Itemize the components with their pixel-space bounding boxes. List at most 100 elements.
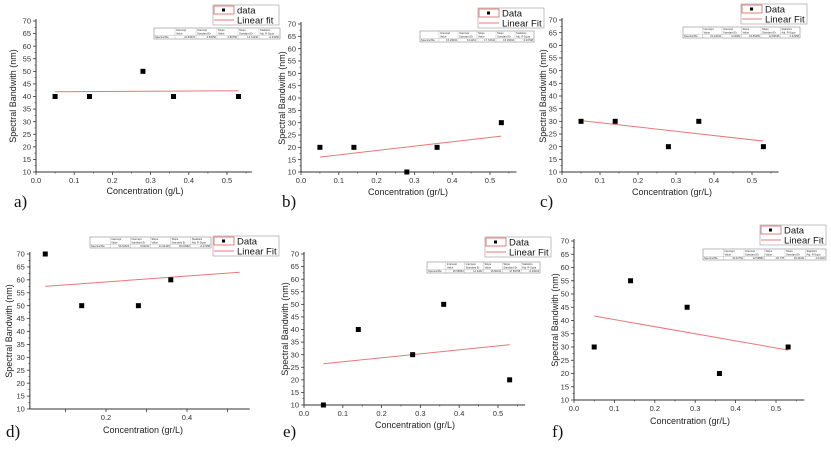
legend-fit-label: Linear Fit	[502, 19, 542, 30]
data-point	[351, 144, 357, 150]
y-tick-label: 10	[549, 168, 557, 177]
data-point	[168, 277, 174, 283]
data-point	[320, 402, 326, 408]
x-tick-label: 0.3	[415, 409, 425, 418]
panel-d: 10 15 20 25 30 35 40 45 50 55 60 65 70 0.2 0.4 Concentr…	[4, 235, 280, 441]
table-header-cell: Intercept	[745, 249, 755, 253]
table-header-cell: Slope	[485, 262, 492, 266]
data-point	[684, 304, 690, 310]
table-cell: -0.27258	[200, 244, 211, 248]
fit-statistics-table: Intercept Intercept Slope Slope Statistics Va…	[89, 236, 212, 249]
data-point	[434, 144, 440, 150]
table-header-cell: Standard Er	[762, 30, 776, 34]
table-cell: 56.91623	[119, 244, 130, 248]
legend-data-label: Data	[502, 9, 523, 20]
x-tick-label: 0.2	[101, 413, 111, 422]
table-header-cell: Standard Er	[723, 30, 737, 34]
table-header-cell: Slope	[478, 31, 485, 35]
data-point	[760, 144, 766, 150]
table-header-cell: Intercept	[704, 27, 714, 31]
y-tick-label: 40	[291, 325, 299, 334]
x-tick-label: 0.0	[296, 176, 306, 185]
legend-data-swatch	[478, 8, 500, 18]
table-header-cell: Intercept	[197, 28, 207, 32]
y-tick-label: 25	[549, 130, 557, 139]
table-header-cell: Slope	[743, 27, 750, 31]
y-tick-label: 10	[288, 168, 296, 177]
y-tick-label: 70	[561, 237, 569, 246]
legend-data-marker	[487, 11, 490, 15]
fit-statistics-table: Intercept Intercept Slope Slope Statistics Va…	[682, 26, 801, 39]
y-tick-label: 65	[561, 250, 569, 259]
table-cell: 6.11161	[467, 38, 477, 42]
data-point	[86, 94, 92, 99]
y-tick-label: 30	[17, 353, 25, 362]
panel-label: a)	[14, 192, 27, 211]
table-cell: 47.89798	[509, 269, 520, 273]
table-header-cell: Standard Er	[131, 240, 145, 244]
table-header-cell: Standard Er	[239, 31, 253, 35]
y-tick-label: 50	[17, 301, 25, 310]
y-tick-label: 10	[291, 401, 299, 410]
table-cell: 17.72044	[484, 38, 495, 42]
x-tick-label: 0.3	[690, 404, 700, 413]
y-tick-label: 30	[288, 118, 296, 127]
data-point	[591, 344, 597, 350]
data-point	[52, 94, 58, 99]
table-cell: 15.16604	[446, 38, 457, 42]
table-header-cell: Adj. R-Squa	[516, 34, 531, 38]
x-tick-label: 0.1	[595, 176, 605, 185]
y-tick-label: 50	[561, 290, 569, 299]
y-tick-label: 50	[23, 67, 31, 76]
x-axis-label: Concentration (gr/L)	[650, 416, 730, 426]
table-header-cell: Standard Er	[786, 252, 800, 256]
y-tick-label: 40	[549, 92, 557, 101]
table-cell: 39.29411	[794, 256, 805, 260]
table-header-cell: Intercept	[176, 28, 186, 32]
table-header-cell: Slope	[766, 249, 773, 253]
panel-label: e)	[283, 422, 296, 441]
x-tick-label: 0.3	[409, 176, 419, 185]
y-tick-label: 65	[288, 32, 296, 41]
data-point	[785, 344, 791, 350]
table-header-cell: Statistics	[516, 31, 527, 35]
y-tick-label: 30	[549, 117, 557, 126]
legend-data-swatch	[485, 237, 507, 247]
y-tick-label: 30	[561, 343, 569, 352]
data-point	[441, 301, 447, 307]
table-header-cell: Value	[743, 30, 750, 34]
table-cell: 43.02752	[732, 256, 743, 260]
table-header-cell: Value	[766, 252, 773, 256]
x-tick-label: 0.5	[493, 409, 503, 418]
y-tick-label: 45	[17, 314, 25, 323]
data-point	[716, 371, 722, 376]
x-tick-label: 0.0	[31, 176, 41, 185]
x-tick-label: 0.1	[609, 404, 619, 413]
panel-e: 10 15 20 25 30 35 40 45 50 55 60 65 70 0.0 0.1 0.2 0.3 0.…	[280, 236, 552, 441]
panel-a: 10 15 20 25 30 35 40 45 50 55 60 65 70 0.0 0.1 0.2 0.3 0.…	[8, 4, 281, 211]
y-tick-label: 25	[288, 131, 296, 140]
x-tick-label: 0.1	[69, 176, 79, 185]
data-point	[355, 327, 361, 332]
y-tick-label: 15	[549, 155, 557, 164]
table-cell: -0.11102	[815, 256, 825, 260]
linear-fit-line	[319, 135, 502, 158]
y-tick-label: 20	[549, 142, 557, 151]
y-tick-label: 35	[23, 105, 31, 114]
table-cell: Spectral Ba	[704, 256, 718, 260]
table-cell: 4.10962	[731, 34, 741, 38]
table-cell: 31.12644	[710, 34, 721, 38]
y-axis-label: Spectral Bandwith (nm)	[8, 49, 18, 143]
x-axis-label: Concentration (gr/L)	[368, 187, 448, 197]
x-tick-label: 0.2	[650, 404, 660, 413]
y-tick-label: 60	[17, 275, 25, 284]
table-header-cell: Intercept	[111, 237, 121, 241]
legend-data-label: data	[237, 6, 256, 17]
table-header-cell: Statistics	[260, 28, 271, 32]
legend-data-swatch	[760, 225, 782, 235]
y-tick-label: 45	[23, 80, 31, 89]
data-point	[404, 169, 410, 175]
legend-data-label: Data	[237, 237, 258, 248]
data-point	[696, 118, 702, 124]
table-header-cell: Value	[152, 240, 159, 244]
